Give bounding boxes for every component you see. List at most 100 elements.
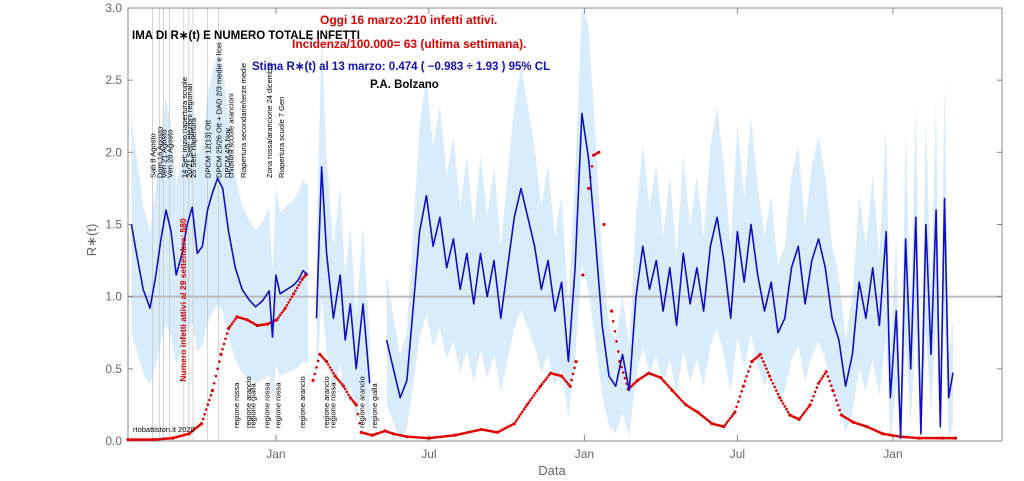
estimate-text: Stima R∗(t) al 13 marzo: 0.474 ( −0.983 … (252, 61, 550, 73)
infected-point (765, 367, 768, 371)
infected-point (322, 356, 325, 360)
infected-point (828, 379, 831, 383)
infected-point (522, 408, 526, 411)
event-label: 25 Sett: riapertura (189, 117, 198, 178)
rt-line-segment (385, 112, 954, 439)
event-label: chiusura scuole arancioni (226, 93, 235, 178)
infected-point (516, 417, 519, 421)
infected-point (316, 359, 320, 363)
infected-point (740, 390, 743, 393)
infected-point (340, 382, 344, 386)
infected-point (563, 378, 567, 382)
infected-point (201, 417, 205, 421)
rt-band-segment (131, 52, 308, 403)
y-tick-label: 1.0 (105, 290, 122, 304)
infected-point (302, 275, 306, 279)
infected-point (209, 393, 213, 397)
rt-band-segment (316, 36, 370, 432)
region-label: regione gialla (248, 383, 257, 428)
infected-point (679, 398, 683, 401)
rt-line-segment (130, 177, 309, 338)
region-label: regione rossa (232, 382, 241, 428)
infected-point (229, 324, 232, 328)
infected-point (752, 358, 755, 362)
confidence-band (131, 8, 954, 441)
infected-point (681, 400, 684, 403)
infected-point (315, 366, 318, 369)
event-label: DPCM 12(13) Ott (204, 119, 213, 178)
infected-point (817, 381, 821, 385)
infected-point (781, 402, 785, 405)
infected-point (760, 356, 764, 360)
infected-point (343, 387, 347, 391)
infected-point (674, 392, 677, 396)
infected-point (224, 337, 227, 341)
infected-point (611, 319, 615, 323)
infected-point (658, 375, 663, 380)
infected-point (672, 391, 676, 394)
region-label: regione rossa (274, 382, 283, 428)
infected-point (587, 186, 591, 190)
infected-point (289, 298, 292, 301)
infected-point (221, 347, 224, 351)
infected-point (830, 384, 833, 388)
y-tick-label: 2.5 (105, 73, 122, 87)
event-label: Riapertura scuole 7 Gen (277, 97, 286, 178)
infected-point (732, 412, 735, 416)
infected-point (210, 388, 215, 393)
infected-point (763, 363, 767, 367)
event-label: Sab 8 Agosto (149, 133, 158, 178)
x-tick-label: Jul (421, 447, 436, 461)
infected-point (735, 405, 738, 409)
rt-band-segment (386, 8, 954, 441)
x-tick-label: Jul (730, 447, 745, 461)
infected-point (821, 375, 825, 378)
event-label: Ven 21 Agosto (160, 130, 169, 178)
infected-point (602, 222, 606, 227)
event-label: Riapertura secondarie/terze medie (239, 63, 248, 178)
infected-point (597, 150, 601, 154)
infected-point (807, 405, 810, 409)
infected-point (530, 396, 534, 400)
event-label: Zona rossa/arancione 24 dicembre (265, 62, 274, 178)
infected-point (568, 384, 572, 388)
infected-point (297, 283, 301, 287)
infected-point (327, 363, 330, 366)
infected-point (219, 352, 223, 356)
infected-point (573, 366, 576, 370)
infected-point (804, 409, 807, 413)
infected-point (776, 392, 780, 396)
infected-point (609, 309, 614, 313)
infected-point (622, 371, 625, 374)
infected-point (519, 413, 522, 416)
y-tick-label: 0.5 (105, 362, 122, 376)
infected-point (801, 413, 804, 417)
infected-point (737, 400, 740, 404)
infected-point (287, 301, 290, 304)
infected-point (813, 390, 817, 394)
infected-point (766, 371, 770, 374)
infected-point (733, 410, 737, 414)
infected-series-label: Numero infetti attivi al 29 settembre: 5… (178, 218, 188, 382)
infected-point (547, 374, 551, 377)
infected-point (299, 280, 302, 284)
infected-point (358, 421, 361, 425)
infected-point (664, 381, 667, 385)
infected-point (330, 369, 334, 372)
region-label: regione gialla (370, 383, 379, 428)
infected-point (203, 412, 206, 416)
infected-point (805, 407, 809, 411)
y-tick-label: 2.0 (105, 145, 122, 159)
infected-point (815, 386, 819, 389)
infected-point (517, 415, 521, 418)
infected-point (341, 384, 346, 388)
infected-point (838, 408, 841, 412)
infected-point (294, 289, 297, 293)
infected-point (570, 378, 573, 382)
infected-point (758, 352, 762, 356)
infected-point (836, 403, 840, 407)
infected-point (565, 380, 568, 384)
infected-point (725, 421, 729, 424)
infected-point (328, 366, 332, 369)
infected-point (290, 295, 294, 299)
